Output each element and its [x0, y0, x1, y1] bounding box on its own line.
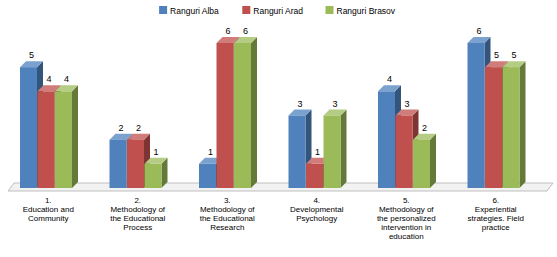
bar-top [378, 85, 401, 91]
label-line: Methodology of [110, 205, 165, 214]
bar-top [145, 158, 168, 164]
label-line: Methodology of [379, 205, 434, 214]
label-line: the Educational [200, 214, 255, 223]
data-label: 3 [332, 99, 337, 109]
data-label: 3 [404, 99, 409, 109]
data-label: 5 [29, 50, 34, 60]
bar-side [72, 85, 78, 188]
bar-side [341, 110, 347, 189]
bar-top [289, 110, 312, 116]
data-label: 1 [153, 147, 158, 157]
bars [20, 37, 526, 188]
label-line: Process [123, 223, 152, 232]
bar [378, 91, 395, 188]
bar-top [127, 134, 150, 140]
legend-swatch [242, 6, 250, 14]
bar-top [234, 37, 257, 43]
bar [145, 164, 162, 188]
chart: 5 4 4 2 2 1 1 6 6 3 1 3 4 3 2 6 5 5 1.Education andCommuni… [0, 0, 557, 257]
data-label: 2 [422, 123, 427, 133]
bar [199, 164, 216, 188]
bar-side [251, 37, 257, 188]
data-label: 5 [494, 50, 499, 60]
data-labels: 5 4 4 2 2 1 1 6 6 3 1 3 4 3 2 6 5 5 [29, 26, 517, 157]
x-tick-labels: 1.Education andCommunity2.Methodology of… [23, 196, 524, 241]
bar [503, 67, 520, 188]
bar [127, 140, 144, 188]
x-tick-label: 2.Methodology ofthe EducationalProcess [110, 196, 166, 232]
x-tick-label: 3.Methodology ofthe EducationalResearch [200, 196, 256, 232]
bar [20, 67, 37, 188]
label-line: 2. [134, 196, 141, 205]
data-label: 2 [136, 123, 141, 133]
label-line: the Educational [110, 214, 165, 223]
label-line: Developmental [290, 205, 344, 214]
label-line: 6. [492, 196, 499, 205]
label-line: practice [482, 223, 511, 232]
data-label: 1 [208, 147, 213, 157]
x-tick-label: 5.Methodology ofthe personalizedinterven… [377, 196, 436, 241]
bar-top [55, 85, 78, 91]
label-line: education [389, 232, 424, 241]
data-label: 5 [511, 50, 516, 60]
label-line: intervention in [381, 223, 431, 232]
bar [289, 116, 306, 189]
bar-top [503, 61, 526, 67]
bar [396, 116, 413, 189]
bar [234, 43, 251, 188]
bar [38, 91, 55, 188]
bar [110, 140, 127, 188]
data-label: 4 [46, 74, 51, 84]
legend: Ranguri Alba Ranguri Arad Ranguri Brasov [159, 6, 396, 16]
label-line: 5. [403, 196, 410, 205]
bar-top [324, 110, 347, 116]
bar-top [396, 110, 419, 116]
bar [413, 140, 430, 188]
legend-label: Ranguri Brasov [337, 6, 396, 16]
label-line: strategies. Field [468, 214, 524, 223]
data-label: 4 [387, 74, 392, 84]
x-tick-label: 1.Education andCommunity [23, 196, 74, 223]
data-label: 1 [315, 147, 320, 157]
data-label: 4 [64, 74, 69, 84]
legend-label: Ranguri Alba [170, 6, 219, 16]
label-line: Community [28, 214, 68, 223]
label-line: Experiential [475, 205, 517, 214]
bar-top [20, 61, 43, 67]
bar-side [520, 61, 526, 188]
bar [324, 116, 341, 189]
legend-swatch [326, 6, 334, 14]
label-line: Methodology of [200, 205, 255, 214]
label-line: 3. [224, 196, 231, 205]
label-line: Research [210, 223, 244, 232]
bar [55, 91, 72, 188]
bar-side [430, 134, 436, 188]
label-line: 4. [313, 196, 320, 205]
bar [217, 43, 234, 188]
legend-label: Ranguri Arad [253, 6, 303, 16]
label-line: the personalized [377, 214, 436, 223]
label-line: Education and [23, 205, 74, 214]
legend-swatch [159, 6, 167, 14]
data-label: 3 [297, 99, 302, 109]
x-tick-label: 4.DevelopmentalPsychology [290, 196, 344, 223]
bar [468, 43, 485, 188]
data-label: 6 [225, 26, 230, 36]
label-line: Psychology [296, 214, 337, 223]
data-label: 6 [476, 26, 481, 36]
label-line: 1. [45, 196, 52, 205]
x-tick-label: 6.Experientialstrategies. Fieldpractice [468, 196, 524, 232]
bar [306, 164, 323, 188]
data-label: 6 [243, 26, 248, 36]
data-label: 2 [118, 123, 123, 133]
bar-top [468, 37, 491, 43]
bar [485, 67, 502, 188]
bar-top [413, 134, 436, 140]
